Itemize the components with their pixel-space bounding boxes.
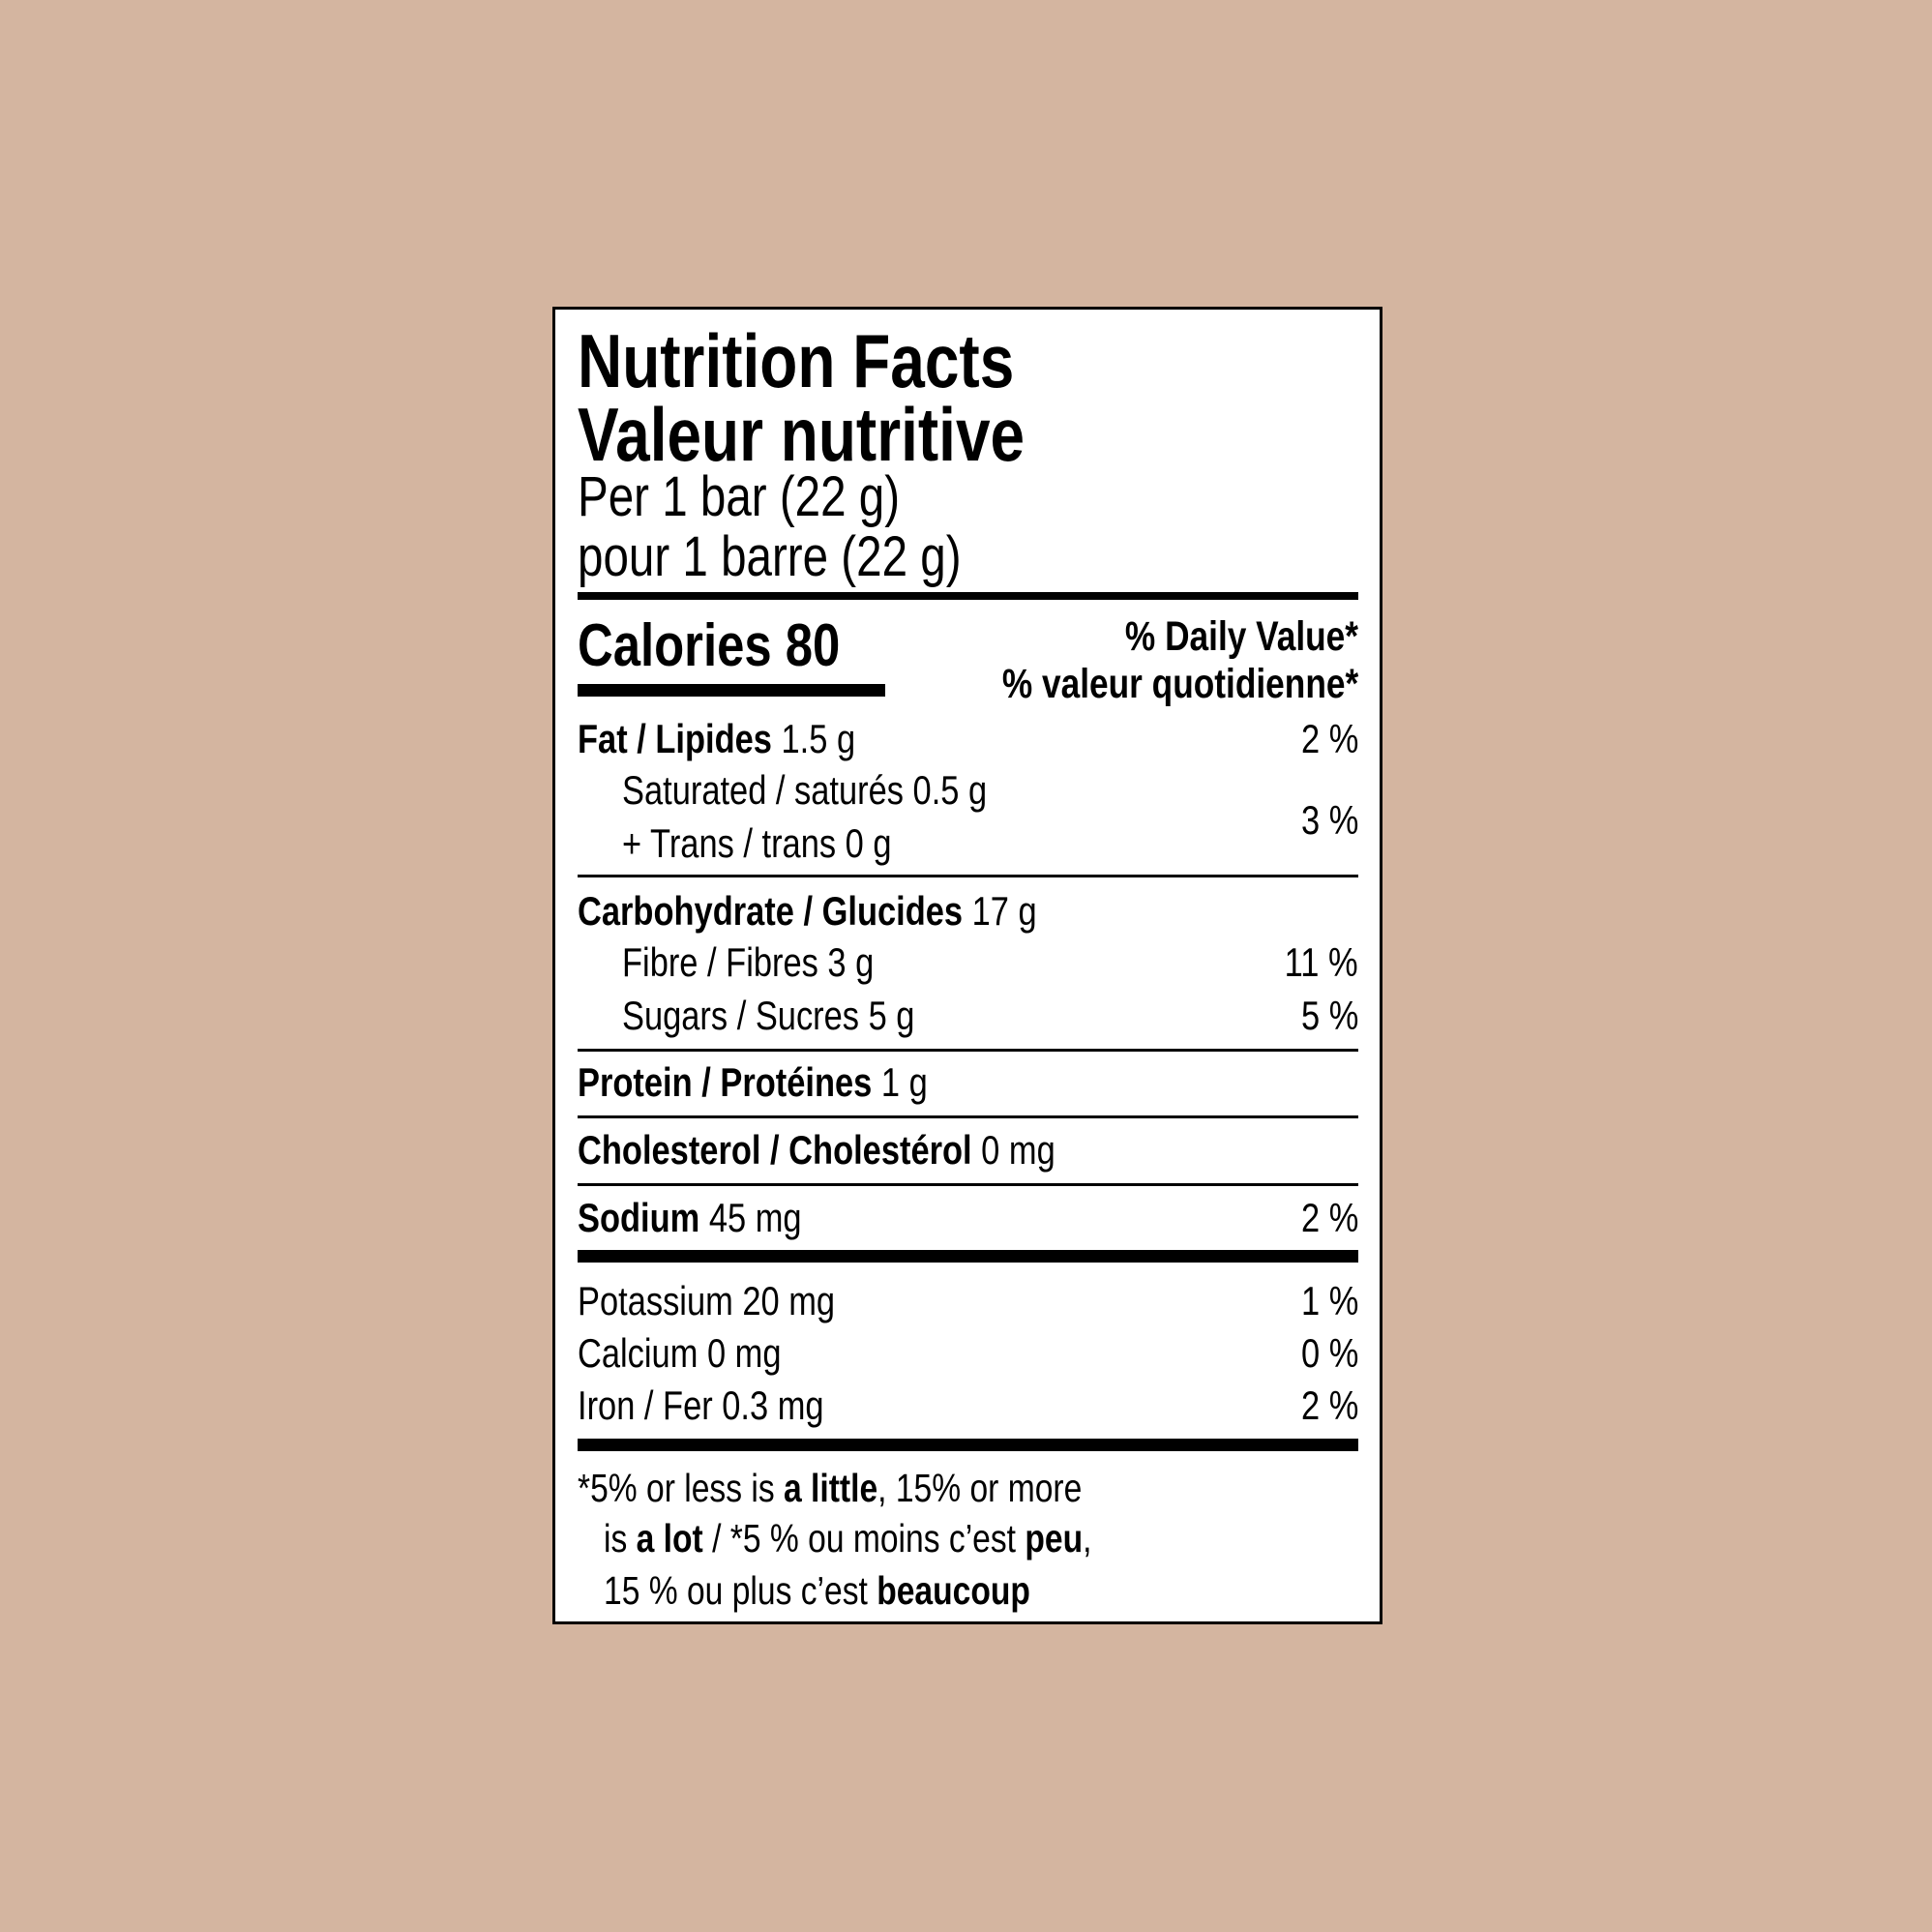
protein-row: Protein / Protéines 1 g — [578, 1059, 928, 1105]
footnote-line-2: is a lot / *5 % ou moins c’est peu, — [604, 1516, 1092, 1560]
fibre-dv: 11 % — [1285, 939, 1358, 985]
iron-row: Iron / Fer 0.3 mg — [578, 1382, 824, 1428]
cholesterol-row: Cholesterol / Cholestérol 0 mg — [578, 1127, 1055, 1173]
calories-bar — [578, 684, 885, 697]
trans-row: + Trans / trans 0 g — [622, 820, 892, 866]
nutrition-facts-label: Nutrition Facts Valeur nutritive Per 1 b… — [552, 307, 1382, 1624]
sodium-row: Sodium 45 mg — [578, 1195, 802, 1240]
potassium-dv: 1 % — [1300, 1278, 1358, 1323]
sugars-dv: 5 % — [1300, 993, 1358, 1038]
footnote-line-3: 15 % ou plus c’est beaucoup — [604, 1568, 1030, 1613]
daily-value-header-fr: % valeur quotidienne* — [1001, 661, 1358, 707]
footnote-line-1: *5% or less is a little, 15% or more — [578, 1466, 1083, 1510]
sat-trans-dv: 3 % — [1300, 797, 1358, 843]
fibre-row: Fibre / Fibres 3 g — [622, 939, 875, 985]
divider — [578, 1183, 1358, 1186]
carbohydrate-row: Carbohydrate / Glucides 17 g — [578, 888, 1037, 934]
potassium-row: Potassium 20 mg — [578, 1278, 836, 1323]
title-en: Nutrition Facts — [578, 318, 1015, 403]
calcium-dv: 0 % — [1300, 1330, 1358, 1376]
iron-dv: 2 % — [1300, 1382, 1358, 1428]
serving-size-en: Per 1 bar (22 g) — [578, 465, 901, 528]
fat-row: Fat / Lipides 1.5 g — [578, 716, 856, 761]
calories: Calories 80 — [578, 612, 841, 679]
divider — [578, 1115, 1358, 1118]
thick-divider — [578, 1439, 1358, 1451]
saturated-row: Saturated / saturés 0.5 g — [622, 767, 988, 813]
thick-divider — [578, 1250, 1358, 1263]
divider — [578, 875, 1358, 877]
thick-divider — [578, 592, 1358, 600]
fat-dv: 2 % — [1300, 716, 1358, 761]
divider — [578, 1049, 1358, 1052]
title-fr: Valeur nutritive — [578, 392, 1025, 477]
sodium-dv: 2 % — [1300, 1195, 1358, 1240]
serving-size-fr: pour 1 barre (22 g) — [578, 525, 962, 588]
daily-value-header-en: % Daily Value* — [1124, 613, 1358, 660]
calcium-row: Calcium 0 mg — [578, 1330, 782, 1376]
sugars-row: Sugars / Sucres 5 g — [622, 993, 915, 1038]
